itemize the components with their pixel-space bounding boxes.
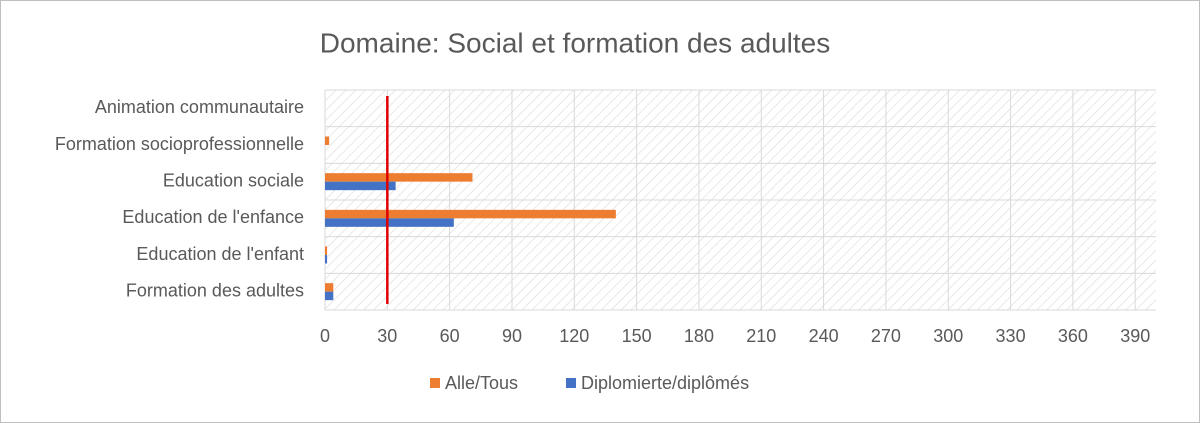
y-tick-label: Education sociale — [163, 170, 304, 190]
x-tick-label: 60 — [440, 326, 460, 346]
y-tick-label: Animation communautaire — [95, 97, 304, 117]
x-tick-label: 0 — [320, 326, 330, 346]
x-tick-label: 90 — [502, 326, 522, 346]
bar — [325, 246, 328, 255]
legend-label: Alle/Tous — [445, 373, 518, 393]
x-tick-label: 360 — [1058, 326, 1088, 346]
bar — [325, 136, 330, 145]
x-tick-label: 30 — [377, 326, 397, 346]
x-tick-label: 240 — [809, 326, 839, 346]
legend-swatch — [566, 378, 576, 388]
x-tick-label: 150 — [622, 326, 652, 346]
x-tick-label: 330 — [996, 326, 1026, 346]
x-tick-label: 390 — [1120, 326, 1150, 346]
x-tick-label: 270 — [871, 326, 901, 346]
y-tick-label: Formation socioprofessionnelle — [55, 134, 304, 154]
y-tick-label: Formation des adultes — [126, 280, 304, 300]
bar — [325, 291, 334, 301]
x-tick-label: 120 — [559, 326, 589, 346]
bar — [325, 283, 334, 292]
bar — [325, 255, 328, 264]
y-tick-label: Education de l'enfant — [136, 244, 304, 264]
legend-label: Diplomierte/diplômés — [581, 373, 749, 393]
bar — [325, 218, 454, 227]
bar — [325, 173, 473, 182]
legend-swatch — [430, 378, 440, 388]
bar — [325, 181, 396, 191]
x-tick-label: 300 — [933, 326, 963, 346]
y-tick-label: Education de l'enfance — [122, 207, 304, 227]
x-tick-label: 180 — [684, 326, 714, 346]
x-tick-label: 210 — [746, 326, 776, 346]
chart-title: Domaine: Social et formation des adultes — [320, 27, 831, 58]
bar — [325, 209, 616, 219]
